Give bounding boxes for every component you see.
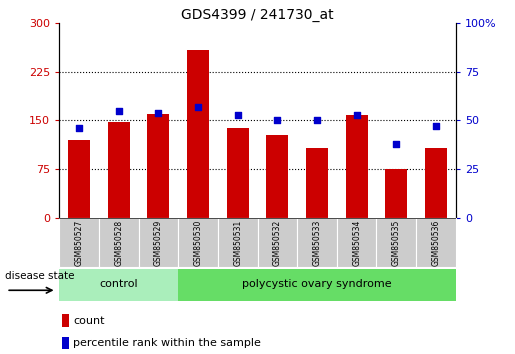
Bar — [187, 50, 209, 218]
Bar — [385, 169, 407, 218]
Bar — [416, 218, 456, 267]
Text: percentile rank within the sample: percentile rank within the sample — [73, 338, 261, 348]
Bar — [218, 218, 258, 267]
Text: GSM850535: GSM850535 — [392, 219, 401, 266]
Text: GSM850529: GSM850529 — [154, 219, 163, 266]
Text: GSM850536: GSM850536 — [432, 219, 440, 266]
Bar — [376, 218, 416, 267]
Text: GSM850532: GSM850532 — [273, 219, 282, 266]
Text: disease state: disease state — [5, 271, 75, 281]
Bar — [346, 115, 368, 218]
Point — [313, 118, 321, 123]
Point — [75, 125, 83, 131]
Bar — [62, 337, 69, 349]
Bar — [306, 148, 328, 218]
Bar — [227, 128, 249, 218]
Bar — [59, 218, 99, 267]
Bar — [337, 218, 376, 267]
Bar — [147, 114, 169, 218]
Point — [392, 141, 401, 147]
Text: GSM850533: GSM850533 — [313, 219, 321, 266]
Title: GDS4399 / 241730_at: GDS4399 / 241730_at — [181, 8, 334, 22]
Bar — [425, 148, 447, 218]
Bar — [99, 218, 139, 267]
Bar — [297, 218, 337, 267]
Point — [114, 108, 123, 113]
Text: GSM850534: GSM850534 — [352, 219, 361, 266]
Text: GSM850531: GSM850531 — [233, 219, 242, 266]
Bar — [108, 122, 130, 218]
Point — [352, 112, 360, 118]
Text: GSM850528: GSM850528 — [114, 219, 123, 266]
Bar — [258, 218, 297, 267]
Point — [154, 110, 163, 115]
Bar — [178, 269, 456, 301]
Text: count: count — [73, 316, 105, 326]
Point — [234, 112, 242, 118]
Text: polycystic ovary syndrome: polycystic ovary syndrome — [242, 279, 392, 289]
Point — [194, 104, 202, 110]
Point — [273, 118, 281, 123]
Text: GSM850527: GSM850527 — [75, 219, 83, 266]
Point — [432, 124, 440, 129]
Bar — [59, 269, 178, 301]
Bar — [62, 314, 69, 327]
Bar — [178, 218, 218, 267]
Bar — [68, 140, 90, 218]
Bar — [266, 135, 288, 218]
Text: GSM850530: GSM850530 — [194, 219, 202, 266]
Bar — [139, 218, 178, 267]
Text: control: control — [99, 279, 138, 289]
